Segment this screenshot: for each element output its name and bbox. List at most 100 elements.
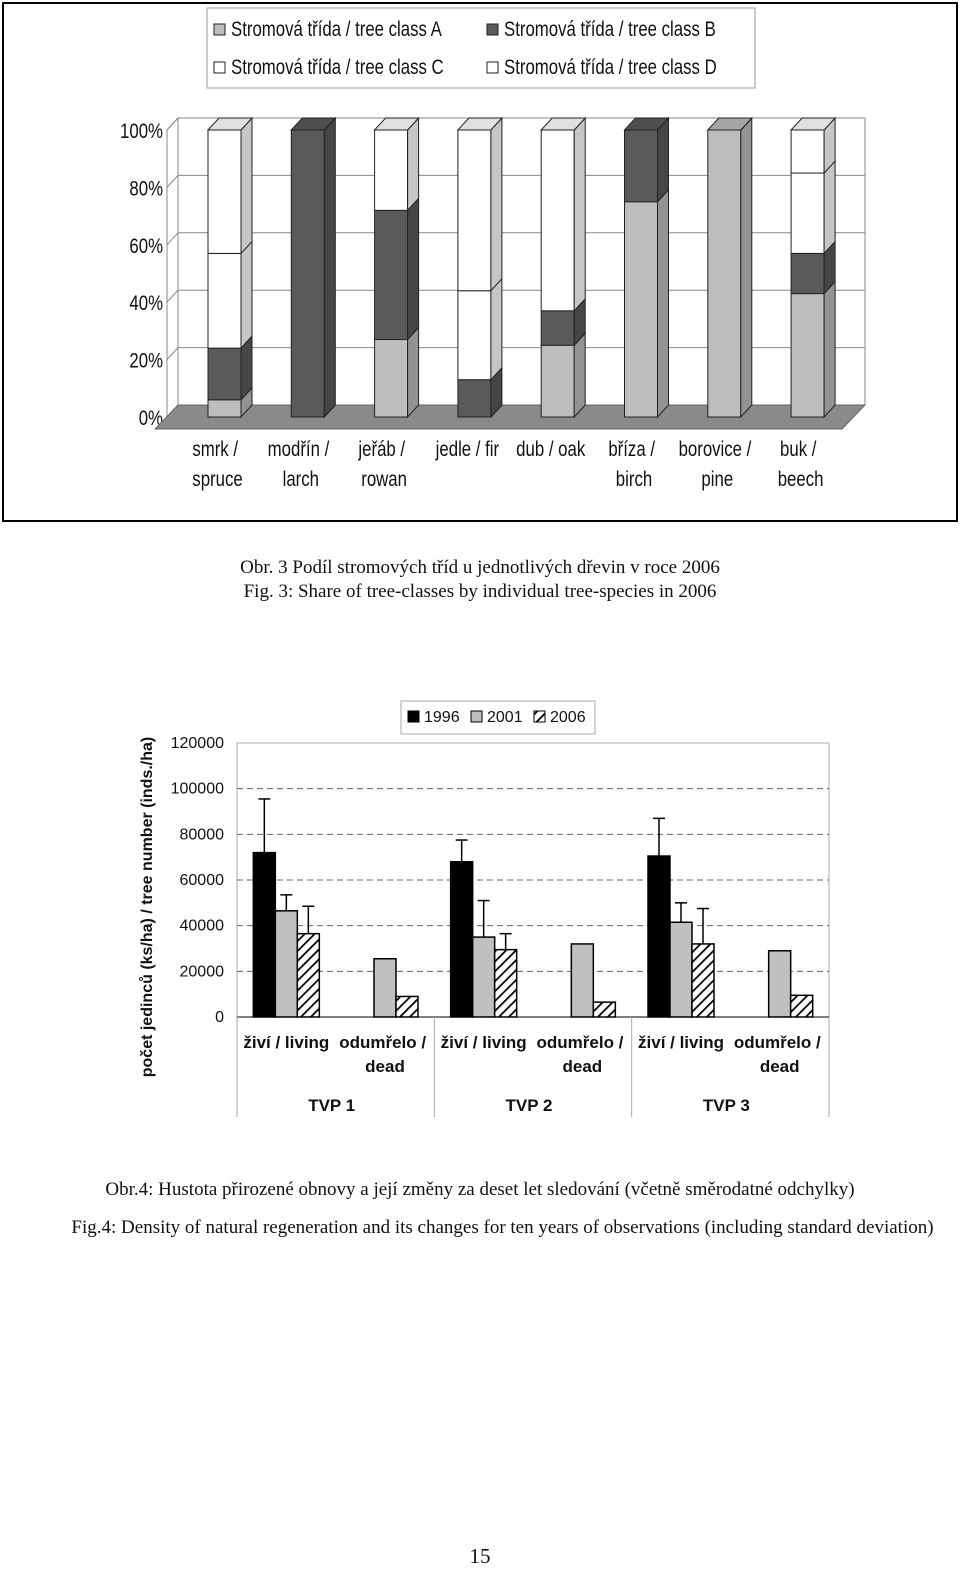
bar	[767, 950, 792, 1018]
y-tick-label: 40000	[180, 918, 225, 935]
bar	[373, 958, 397, 1018]
bar-segment	[207, 129, 242, 254]
bar-side	[323, 116, 336, 419]
grid-line	[166, 117, 179, 131]
legend-swatch	[213, 61, 226, 74]
legend-label: Stromová třída / tree class C	[231, 56, 444, 79]
bar-segment	[540, 129, 575, 312]
bar-segment	[540, 344, 575, 418]
legend-swatch	[470, 710, 483, 723]
caption: Fig.4: Density of natural regeneration a…	[71, 1217, 934, 1238]
caption: Obr.4: Hustota přirozené obnovy a její z…	[105, 1179, 855, 1200]
bar-side	[573, 116, 586, 313]
bar-segment	[374, 339, 409, 418]
y-tick-label: 80%	[129, 178, 163, 201]
x-tick-label: buk / beech	[778, 438, 824, 491]
bar-side	[823, 280, 836, 419]
bar	[789, 994, 814, 1018]
bar-segment	[374, 129, 409, 211]
y-tick-label: 100%	[120, 120, 163, 143]
bar-top	[540, 117, 587, 131]
y-tick-label: 20000	[180, 963, 225, 980]
group-label: TVP 3	[703, 1096, 750, 1115]
bar-top	[789, 117, 837, 131]
x-tick-label: smrk / spruce	[192, 438, 242, 491]
x-tick-label: odumřelo / dead	[537, 1033, 629, 1076]
side-wall	[166, 116, 179, 419]
y-tick-label: 0	[215, 1009, 224, 1026]
x-tick-label: jedle / fir	[435, 438, 500, 461]
bar	[471, 936, 496, 1018]
legend-swatch	[407, 710, 420, 723]
legend-swatch	[486, 61, 499, 74]
y-axis-label: počet jedinců (ks/ha) / tree number (ind…	[139, 737, 156, 1078]
bar	[570, 943, 595, 1018]
bar-top	[456, 117, 504, 131]
bar	[274, 910, 299, 1018]
legend-box	[206, 7, 756, 89]
bar-segment	[207, 347, 242, 401]
bar-segment	[374, 209, 409, 341]
bar	[296, 932, 321, 1018]
legend-label: 2006	[550, 709, 586, 726]
x-tick-label: modřín / larch	[268, 438, 334, 491]
bar-segment	[790, 252, 825, 295]
bar-segment	[790, 129, 825, 174]
x-tick-label: dub / oak	[516, 438, 586, 461]
y-tick-label: 0%	[139, 407, 163, 430]
bar-side	[573, 331, 586, 419]
bar-side	[240, 240, 253, 350]
caption: Fig. 3: Share of tree-classes by individ…	[243, 581, 717, 602]
grid-line	[166, 232, 179, 246]
group-label: TVP 2	[506, 1096, 553, 1115]
bar-top	[373, 117, 420, 131]
bar-side	[407, 197, 420, 341]
x-tick-label: jeřáb / rowan	[358, 438, 410, 491]
x-tick-label: bříza / birch	[608, 438, 659, 491]
bar-top	[623, 117, 670, 131]
grid-line	[166, 347, 179, 360]
bar-side	[740, 116, 753, 419]
y-tick-label: 120000	[171, 735, 224, 752]
bar-side	[240, 116, 253, 255]
bar-top	[290, 117, 337, 131]
grid-line	[166, 289, 179, 303]
bar	[395, 995, 419, 1018]
bar-segment	[540, 310, 575, 346]
legend-label: 2001	[487, 709, 523, 726]
bar-side	[490, 116, 503, 293]
bar-segment	[457, 290, 492, 381]
legend-label: Stromová třída / tree class D	[504, 56, 717, 79]
bar-segment	[457, 129, 492, 292]
floor	[153, 404, 867, 430]
group-label: TVP 1	[308, 1096, 355, 1115]
bar	[493, 948, 518, 1018]
bar-side	[407, 326, 420, 419]
legend-box	[400, 700, 596, 735]
y-tick-label: 60%	[129, 235, 163, 258]
bar-side	[407, 116, 420, 212]
legend-swatch	[213, 23, 226, 36]
bar-segment	[790, 293, 825, 418]
bar	[449, 860, 474, 1018]
bar-side	[657, 116, 669, 204]
caption: Obr. 3 Podíl stromových tříd u jednotliv…	[240, 557, 720, 578]
y-tick-label: 20%	[129, 350, 163, 373]
bar-segment	[790, 172, 825, 254]
bar	[669, 921, 693, 1018]
bar-segment	[207, 399, 242, 418]
bar	[691, 943, 715, 1018]
bar-segment	[707, 129, 742, 418]
y-tick-label: 100000	[171, 781, 224, 798]
page-number: 15	[469, 1544, 491, 1568]
bar-segment	[207, 252, 242, 349]
grid-line	[166, 175, 179, 188]
figure-frame	[2, 2, 958, 522]
bar	[647, 855, 671, 1018]
bar	[592, 1001, 617, 1018]
x-tick-label: živí / living	[638, 1033, 724, 1052]
x-tick-label: živí / living	[441, 1033, 527, 1052]
back-wall	[177, 117, 866, 406]
